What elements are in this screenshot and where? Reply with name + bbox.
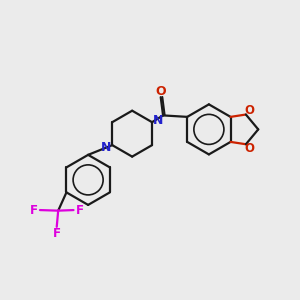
Text: F: F bbox=[53, 227, 61, 240]
Text: O: O bbox=[244, 104, 254, 117]
Text: N: N bbox=[153, 114, 163, 127]
Text: N: N bbox=[101, 141, 112, 154]
Text: O: O bbox=[244, 142, 254, 155]
Text: F: F bbox=[75, 204, 83, 217]
Text: O: O bbox=[155, 85, 166, 98]
Text: F: F bbox=[30, 204, 38, 217]
